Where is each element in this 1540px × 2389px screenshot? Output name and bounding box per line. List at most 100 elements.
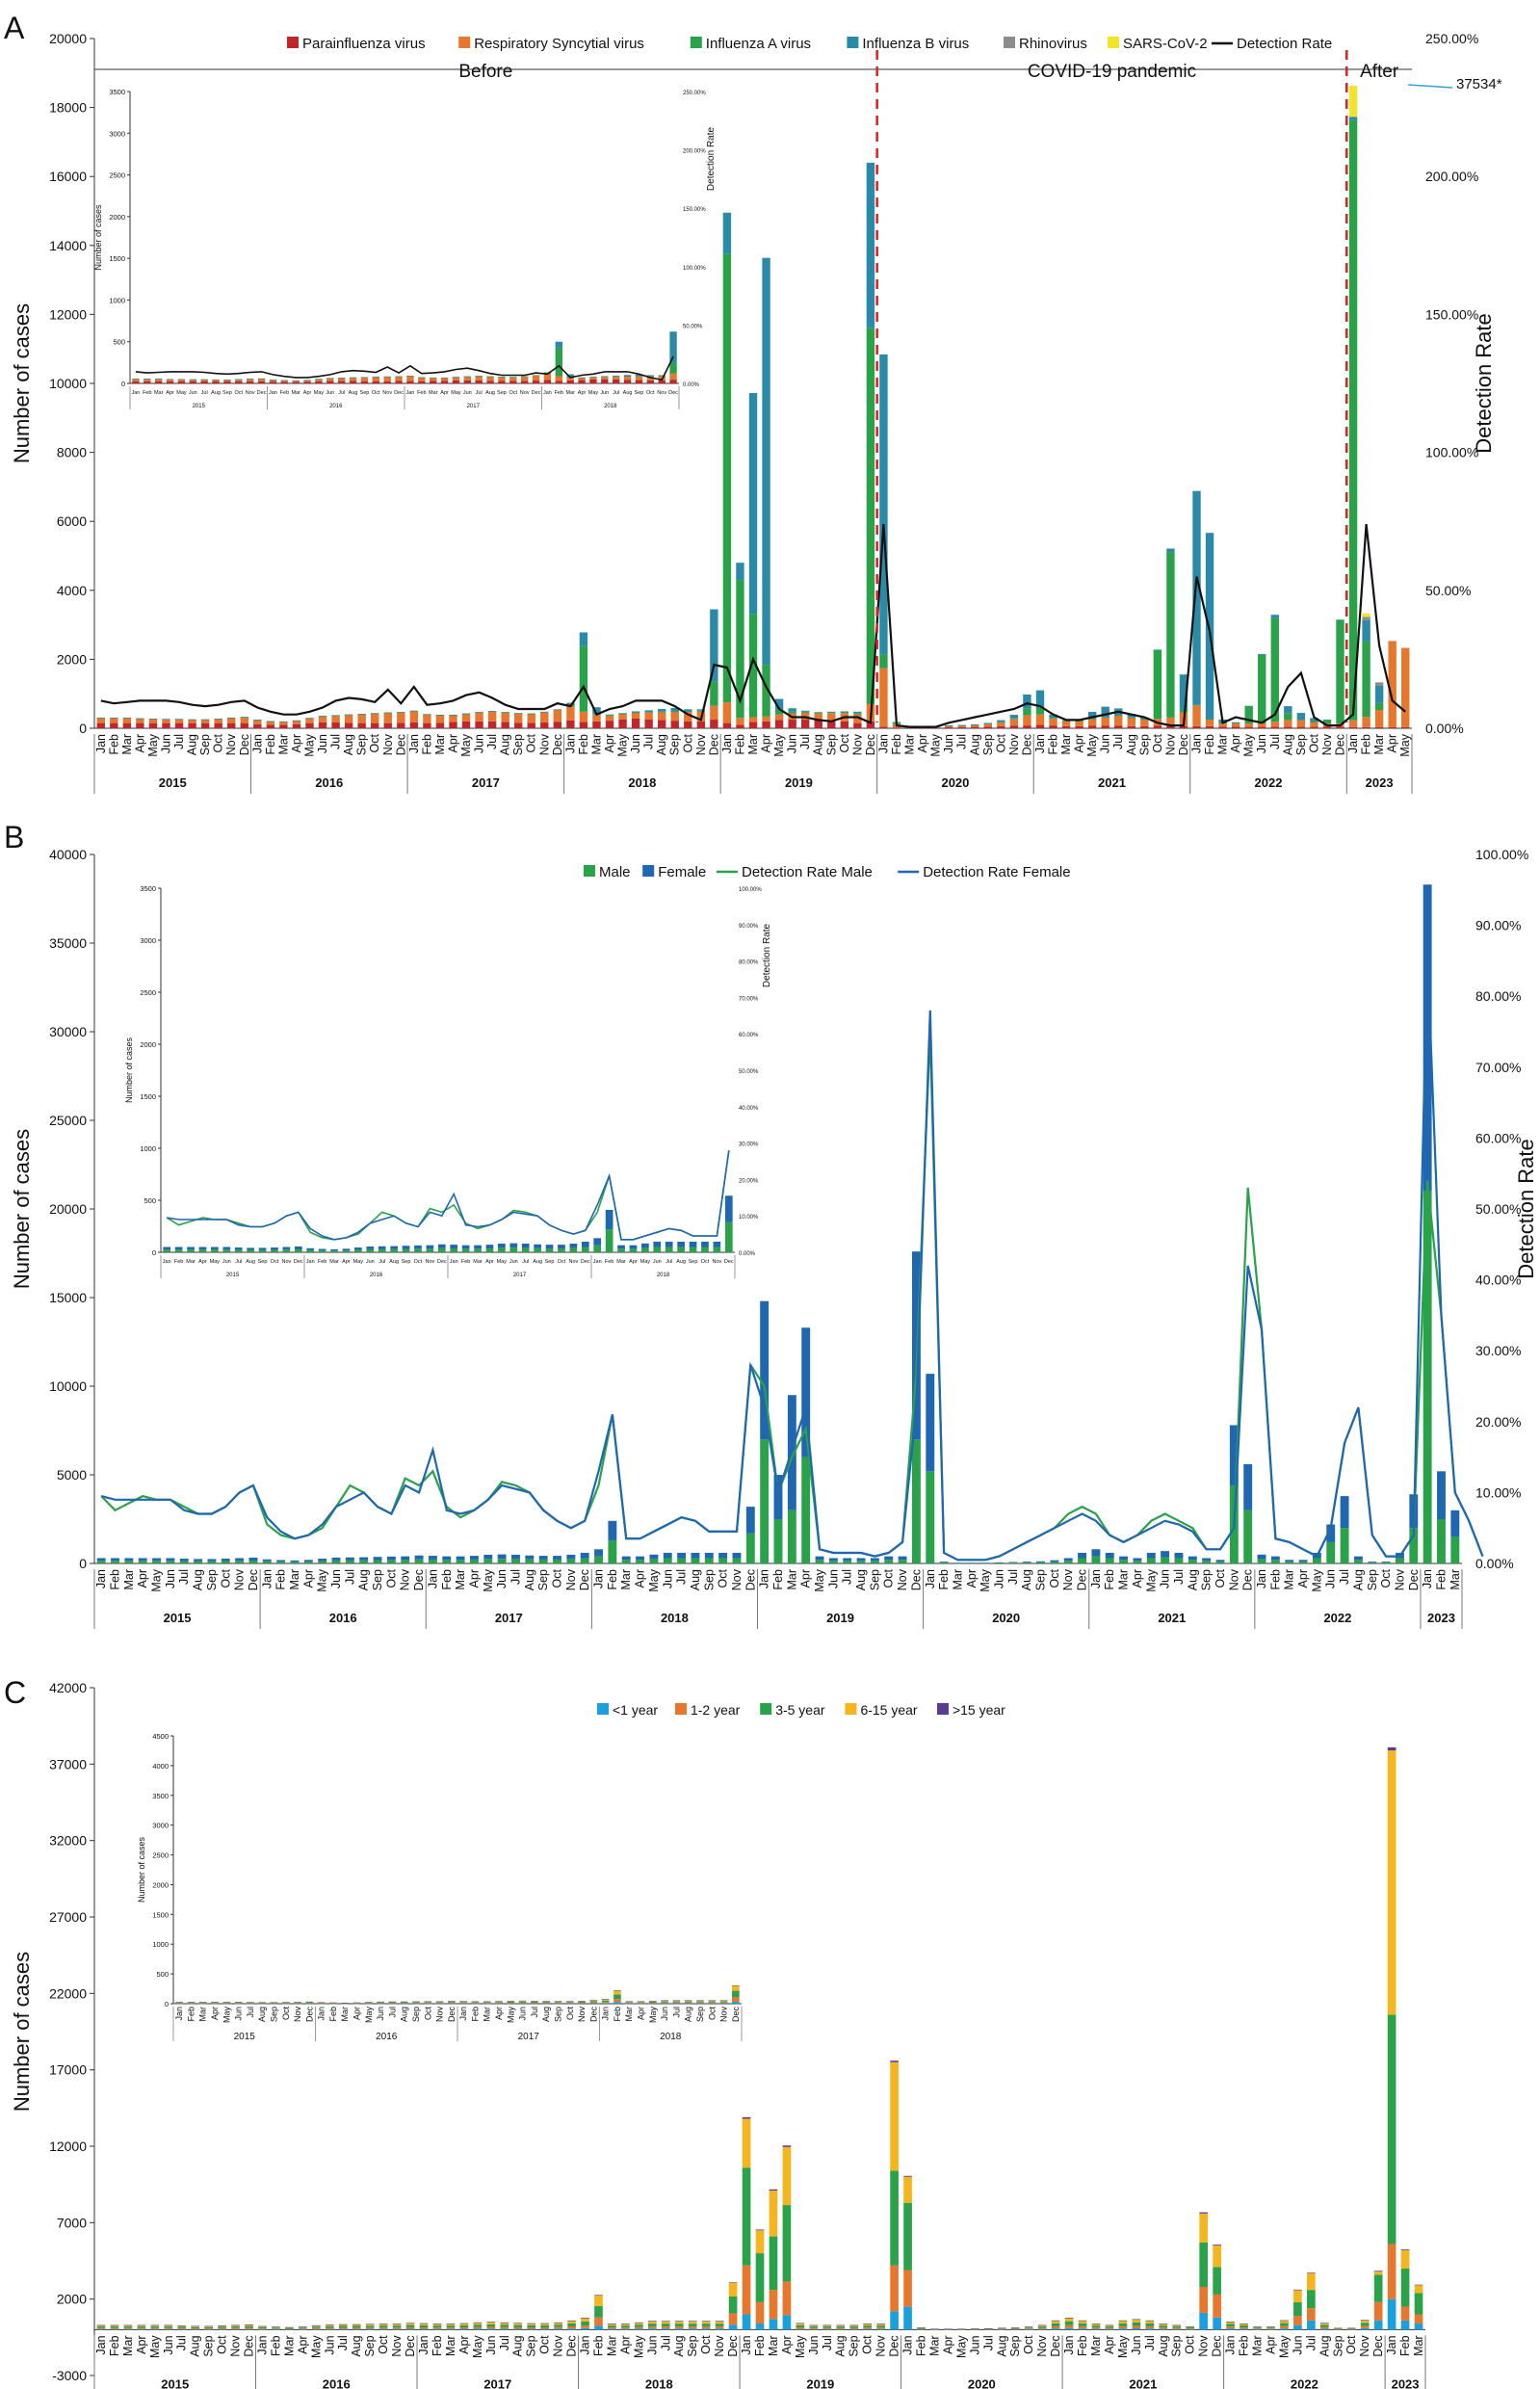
bar-segment — [661, 2328, 670, 2330]
bar-segment — [1353, 1556, 1363, 1561]
inset-bar-segment — [395, 381, 403, 383]
legend: Parainfluenza virus Respiratory Syncytial… — [287, 36, 1332, 52]
inset-bar-segment — [566, 380, 574, 383]
inset-month-label: Jul — [530, 2007, 539, 2018]
inset-month-label: Jul — [387, 2007, 397, 2018]
bar-segment — [459, 2323, 469, 2325]
bar-segment — [657, 712, 666, 721]
year-label: 2023 — [1427, 1611, 1455, 1625]
bar-segment — [1174, 1552, 1184, 1559]
inset-y-tick-label: 3000 — [152, 1822, 169, 1830]
y2-tick-label: 90.00% — [1475, 918, 1521, 933]
bar-segment — [773, 1475, 783, 1519]
bar-segment — [1064, 2321, 1074, 2325]
inset-y-tick-label: 0 — [121, 380, 125, 388]
bar-segment — [1199, 2312, 1208, 2330]
bar-segment — [728, 2282, 738, 2283]
month-label: Mar — [282, 2335, 296, 2356]
inset-year-label: 2018 — [660, 2032, 682, 2042]
inset-bar-segment — [435, 2003, 444, 2004]
bar-segment — [177, 2325, 187, 2327]
bar-segment — [917, 2327, 926, 2328]
inset-bar-segment — [495, 2002, 503, 2004]
inset-bar-segment — [189, 379, 196, 381]
bar-segment — [1270, 615, 1279, 618]
inset-bar-segment — [589, 2000, 598, 2002]
month-label: Aug — [350, 2335, 363, 2356]
bar-segment — [1374, 726, 1384, 728]
bar-segment — [1192, 490, 1201, 705]
bar-segment — [538, 1559, 548, 1563]
bar-segment — [1140, 725, 1149, 728]
inset-month-label: Jan — [317, 2007, 326, 2021]
bar-segment — [608, 1540, 617, 1563]
inset-bar-segment — [412, 2001, 420, 2003]
inset-bar-segment — [211, 1249, 219, 1252]
bar-segment — [432, 2327, 442, 2329]
bar-segment — [1240, 2327, 1248, 2329]
inset-bar-segment — [175, 2002, 183, 2004]
inset-bar-segment — [377, 2003, 384, 2004]
inset-bar-segment — [483, 2003, 491, 2005]
month-label: Apr — [799, 1569, 813, 1588]
inset-bar-segment — [554, 2003, 562, 2005]
legend-label: 1-2 year — [691, 1702, 741, 1718]
year-label: 2022 — [1255, 775, 1283, 790]
y-tick-label: 27000 — [49, 1909, 87, 1925]
bar-segment — [605, 721, 614, 728]
bar-segment — [1205, 719, 1214, 721]
bar-segment — [122, 718, 132, 723]
bar-segment — [822, 2324, 832, 2327]
inset-bar-segment — [461, 1245, 470, 1249]
bar-segment — [1091, 1549, 1101, 1557]
month-label: Oct — [1379, 1568, 1393, 1588]
bar-segment — [635, 2322, 643, 2325]
inset-month-label: Oct — [565, 2007, 575, 2021]
bar-segment — [1161, 1551, 1170, 1558]
bar-segment — [1061, 721, 1071, 726]
bar-segment — [1078, 1558, 1087, 1563]
bar-segment — [475, 712, 483, 713]
bar-segment — [553, 1556, 561, 1560]
month-label: Jun — [1291, 2335, 1304, 2354]
bar-segment — [240, 717, 248, 723]
bar-segment — [566, 1554, 576, 1560]
bar-segment — [836, 2324, 846, 2326]
inset-bar-segment — [212, 380, 220, 381]
bar-segment — [338, 2323, 348, 2326]
bar-segment — [312, 2324, 321, 2327]
inset-bar-segment — [235, 379, 243, 381]
bar-segment — [110, 722, 118, 728]
bar-segment — [696, 709, 706, 711]
inset-bar-segment — [498, 1244, 506, 1248]
bar-segment — [272, 2326, 280, 2327]
bar-segment — [290, 1562, 300, 1563]
bar-segment — [736, 718, 744, 725]
bar-segment — [253, 720, 262, 724]
bar-segment — [1009, 725, 1019, 728]
month-label: Dec — [394, 734, 407, 755]
month-label: Apr — [133, 734, 146, 752]
inset-bar-segment — [366, 1248, 375, 1252]
bar-segment — [884, 1556, 894, 1561]
inset-bar-segment — [623, 375, 632, 377]
inset-bar-segment — [372, 377, 379, 378]
bar-segment — [718, 1552, 728, 1559]
bar-segment — [762, 665, 770, 717]
inset-y2-tick-label: 30.00% — [739, 1142, 759, 1148]
bar-segment — [554, 2322, 562, 2325]
month-label: Jun — [1099, 734, 1112, 753]
inset-bar-segment — [565, 2003, 574, 2005]
bar-segment — [1266, 2327, 1275, 2329]
inset-bar-segment — [542, 2001, 550, 2002]
bar-segment — [809, 2324, 819, 2326]
inset-month-label: May — [222, 2007, 231, 2024]
inset-bar-segment — [672, 2000, 681, 2001]
legend-label: Detection Rate Male — [742, 864, 873, 880]
inset-month-label: Mar — [291, 390, 300, 396]
month-label: Apr — [780, 2335, 794, 2353]
bar-segment — [540, 711, 549, 713]
bar-segment — [1374, 682, 1384, 686]
inset-bar-segment — [448, 2003, 456, 2004]
y2-tick-label: 100.00% — [1425, 445, 1478, 460]
